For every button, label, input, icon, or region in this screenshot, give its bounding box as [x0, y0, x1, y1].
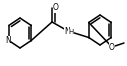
Text: N: N — [5, 36, 11, 45]
Text: O: O — [109, 43, 115, 51]
Text: N: N — [64, 27, 70, 36]
Text: O: O — [53, 3, 59, 12]
Text: H: H — [68, 30, 74, 36]
